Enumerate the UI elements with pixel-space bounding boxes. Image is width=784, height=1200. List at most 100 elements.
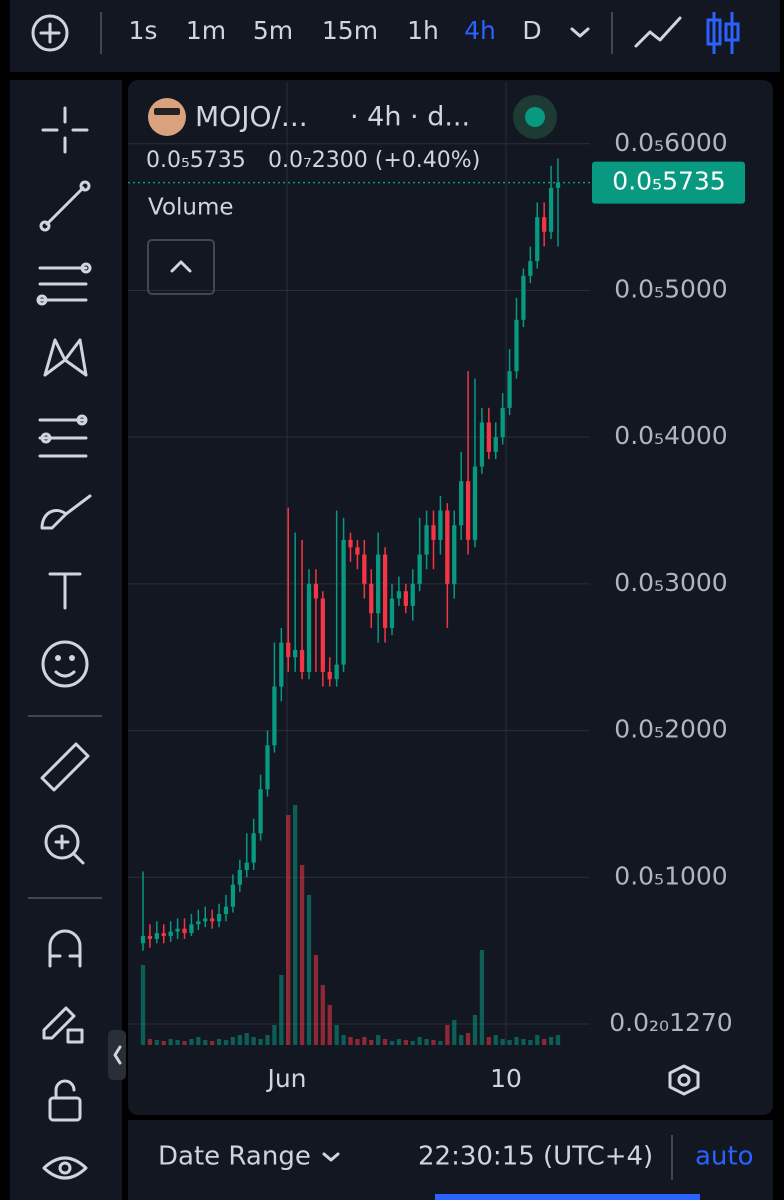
candle-body [431, 525, 436, 540]
top-toolbar [10, 0, 780, 72]
volume-bar [500, 1039, 505, 1045]
volume-bar [265, 1035, 270, 1045]
candle-body [293, 649, 298, 658]
auto-scale-button[interactable]: auto [695, 1142, 754, 1172]
candle-body [452, 525, 457, 584]
interval-button[interactable]: 1m [186, 16, 226, 45]
brush-tool[interactable] [40, 494, 92, 530]
date-range-button[interactable]: Date Range [158, 1142, 311, 1172]
volume-bar [154, 1040, 159, 1045]
candle-body [313, 583, 319, 599]
candle-body [175, 928, 180, 932]
chart-type-line[interactable] [634, 16, 682, 48]
interval-button[interactable]: 15m [322, 16, 378, 45]
candle-body [528, 261, 533, 276]
collapse-legend-button[interactable] [147, 239, 215, 295]
candle-body [438, 510, 443, 540]
trend-line-tool[interactable] [39, 180, 91, 232]
lock-drawing-tool[interactable] [42, 1006, 84, 1044]
chart-panel [128, 80, 773, 1115]
emoji-tool[interactable] [41, 640, 89, 688]
volume-bar [438, 1041, 443, 1045]
candle-body [514, 319, 519, 372]
candle-body [196, 921, 201, 925]
date-range-chevron [322, 1152, 340, 1162]
x-tick-label: Jun [265, 1064, 306, 1093]
volume-bar [196, 1037, 201, 1045]
candle-body [154, 933, 159, 939]
interval-button[interactable]: 1h [407, 16, 439, 45]
indicator-name: Volume [148, 195, 234, 221]
volume-bar [203, 1040, 208, 1045]
visibility-tool[interactable] [42, 1156, 88, 1180]
pattern-tool[interactable] [43, 338, 88, 377]
volume-bar [313, 955, 319, 1045]
crosshair-tool[interactable] [41, 106, 89, 154]
candle-body [341, 539, 346, 665]
volume-bar [535, 1035, 540, 1045]
volume-bar [369, 1040, 374, 1045]
volume-bar [403, 1040, 408, 1045]
y-tick-label: 0.0₅5000 [614, 274, 727, 303]
volume-bar [472, 1015, 478, 1045]
status-dot [525, 107, 545, 127]
price-tag-label: 0.0₅5735 [612, 167, 725, 196]
legend-change: 0.0₇2300 (+0.40%) [268, 148, 480, 173]
volume-bar [514, 1037, 519, 1045]
candle-body [258, 789, 263, 834]
candle-body [369, 583, 374, 614]
candle-body [140, 935, 146, 944]
candle-body [459, 481, 464, 526]
volume-bar [452, 1020, 457, 1045]
candle-body [555, 182, 561, 188]
candle-body [320, 598, 325, 672]
collapse-legend-icon [170, 260, 192, 273]
avatar-glasses [154, 108, 180, 115]
ruler-tool[interactable] [40, 742, 90, 792]
candle-body [382, 554, 388, 628]
volume-bar [542, 1039, 547, 1045]
collapse-tab[interactable] [108, 1030, 126, 1080]
magnet-tool[interactable] [48, 929, 82, 968]
y-tick-label: 0.0₅6000 [614, 128, 727, 157]
symbol[interactable]: MOJO/... [195, 100, 308, 133]
volume-bar [396, 1039, 402, 1045]
symbol-avatar [148, 98, 186, 136]
volume-bar [465, 1033, 471, 1045]
add-button[interactable] [31, 14, 69, 52]
clock: 22:30:15 (UTC+4) [418, 1142, 653, 1172]
chart-type-candles[interactable] [706, 12, 740, 54]
candle-body [500, 407, 505, 438]
unlock-tool[interactable] [48, 1079, 82, 1122]
candle-body [334, 664, 339, 680]
more-intervals[interactable] [570, 27, 590, 38]
volume-bar [140, 965, 146, 1045]
candle-body [147, 935, 153, 939]
settings-button[interactable] [668, 1064, 700, 1096]
volume-bar [334, 1025, 339, 1045]
candle-body [216, 913, 222, 922]
candle-body [182, 928, 187, 934]
candle-body [348, 539, 353, 548]
prediction-tool[interactable] [38, 414, 88, 458]
candle-body [486, 422, 491, 452]
price-axis: 0.0₅6000 0.0₅5000 0.0₅4000 0.0₅3000 0.0₅2000… [128, 128, 745, 1037]
candle-body [410, 583, 415, 606]
volume-bar [548, 1037, 554, 1045]
zoom-tool[interactable] [44, 824, 85, 865]
volume-bar [355, 1039, 360, 1045]
interval-button[interactable]: D [522, 16, 541, 45]
y-tick-label: 0.0₂₀1270 [609, 1008, 732, 1037]
candle-body [445, 510, 450, 584]
volume-series [140, 805, 561, 1045]
volume-bar [382, 1039, 388, 1045]
interval-button[interactable]: 1s [129, 16, 158, 45]
candle-body [521, 275, 526, 320]
text-tool[interactable] [48, 572, 82, 610]
volume-bar [230, 1037, 236, 1045]
interval-button[interactable]: 5m [253, 16, 293, 45]
fib-tool[interactable] [36, 262, 92, 306]
interval-button[interactable]: 4h [464, 16, 496, 45]
volume-bar [293, 805, 298, 1045]
